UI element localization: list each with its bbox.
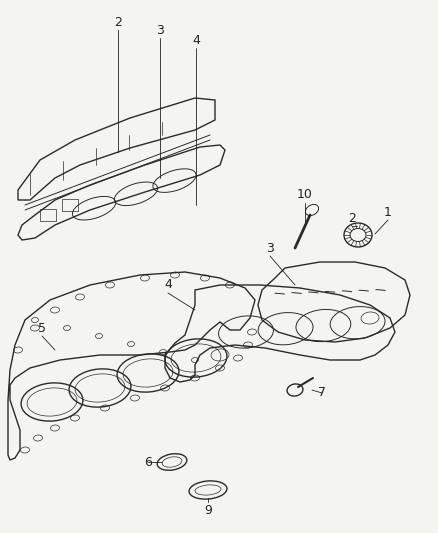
Text: 6: 6 — [144, 456, 152, 469]
Text: 7: 7 — [318, 386, 326, 400]
Text: 2: 2 — [114, 15, 122, 28]
Text: 1: 1 — [384, 206, 392, 219]
Text: 2: 2 — [348, 212, 356, 224]
Text: 10: 10 — [297, 189, 313, 201]
Text: 4: 4 — [192, 34, 200, 46]
Text: 5: 5 — [38, 321, 46, 335]
Text: 3: 3 — [156, 23, 164, 36]
Text: 9: 9 — [204, 504, 212, 516]
Text: 4: 4 — [164, 279, 172, 292]
Text: 3: 3 — [266, 241, 274, 254]
